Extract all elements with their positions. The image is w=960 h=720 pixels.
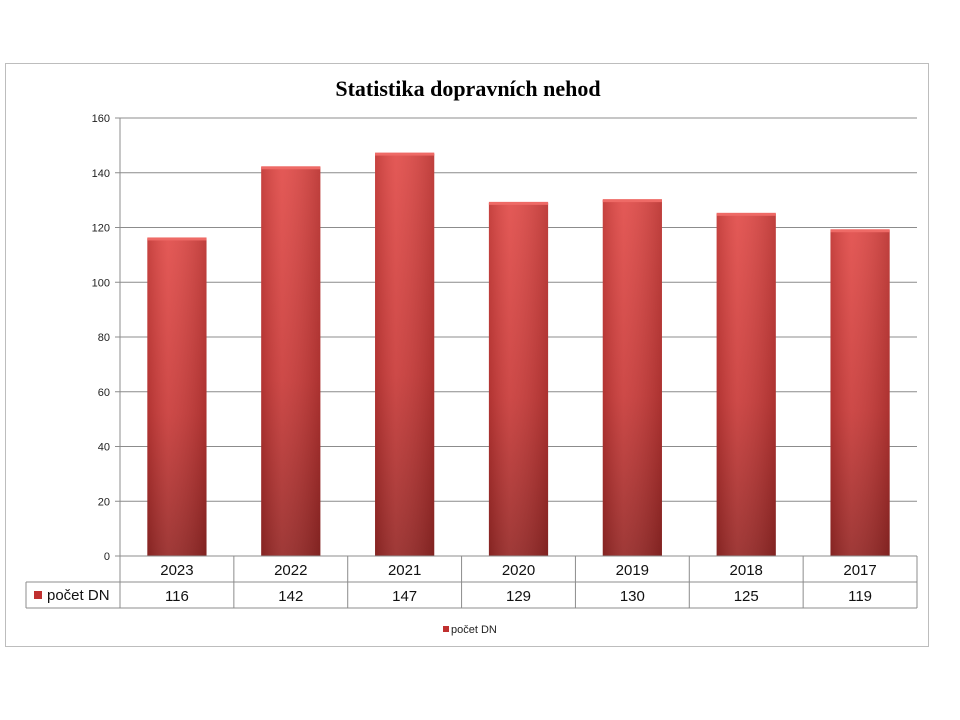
- bar-top: [602, 199, 662, 203]
- bar-sheen: [602, 200, 662, 556]
- chart-title: Statistika dopravních nehod: [335, 76, 600, 101]
- y-tick-label: 160: [92, 113, 110, 125]
- category-label: 2019: [616, 562, 649, 579]
- data-label: 125: [734, 588, 759, 605]
- bar-top: [147, 237, 207, 241]
- category-label: 2020: [502, 562, 535, 579]
- bar-sheen: [488, 202, 549, 557]
- bar-top: [830, 229, 890, 233]
- data-label: 130: [620, 588, 645, 605]
- bar-sheen: [830, 230, 890, 557]
- bar-sheen: [147, 238, 207, 556]
- bar-top: [716, 212, 776, 216]
- y-tick-label: 0: [104, 551, 110, 563]
- y-tick-label: 20: [98, 496, 110, 508]
- data-label: 119: [848, 588, 872, 605]
- table-legend-swatch: [34, 591, 42, 599]
- bar-top: [375, 152, 435, 156]
- y-tick-label: 120: [92, 223, 110, 235]
- bar-sheen: [261, 167, 321, 556]
- category-label: 2022: [274, 562, 307, 579]
- y-tick-label: 100: [92, 277, 110, 289]
- y-tick-label: 80: [98, 332, 110, 344]
- category-label: 2017: [843, 562, 876, 579]
- data-label: 116: [165, 588, 189, 605]
- data-table: 2023 116 2022 142 2021 147 2020 129 2019 130 2018 1…: [25, 555, 918, 609]
- bar-sheen: [716, 213, 776, 556]
- y-axis-ticks: 0 20 40 60 80 100 120 140 160: [92, 113, 110, 563]
- bar-sheen: [375, 153, 435, 556]
- data-label: 147: [392, 588, 417, 605]
- category-label: 2023: [160, 562, 193, 579]
- legend-label: počet DN: [451, 624, 497, 636]
- y-tick-label: 140: [92, 168, 110, 180]
- y-tick-label: 40: [98, 442, 110, 454]
- bar-chart: Statistika dopravních nehod 0 20 40 60 80 100…: [25, 76, 918, 636]
- category-label: 2018: [730, 562, 763, 579]
- bars: [147, 152, 890, 557]
- bar-top: [488, 201, 549, 205]
- chart-frame: Statistika dopravních nehod 0 20 40 60 80 100…: [5, 63, 929, 647]
- category-label: 2021: [388, 562, 421, 579]
- data-label: 129: [506, 588, 531, 605]
- data-label: 142: [278, 588, 303, 605]
- legend-swatch: [443, 626, 449, 632]
- table-series-name: počet DN: [47, 587, 110, 604]
- legend: počet DN: [443, 624, 497, 636]
- y-tick-label: 60: [98, 387, 110, 399]
- bar-top: [261, 166, 321, 170]
